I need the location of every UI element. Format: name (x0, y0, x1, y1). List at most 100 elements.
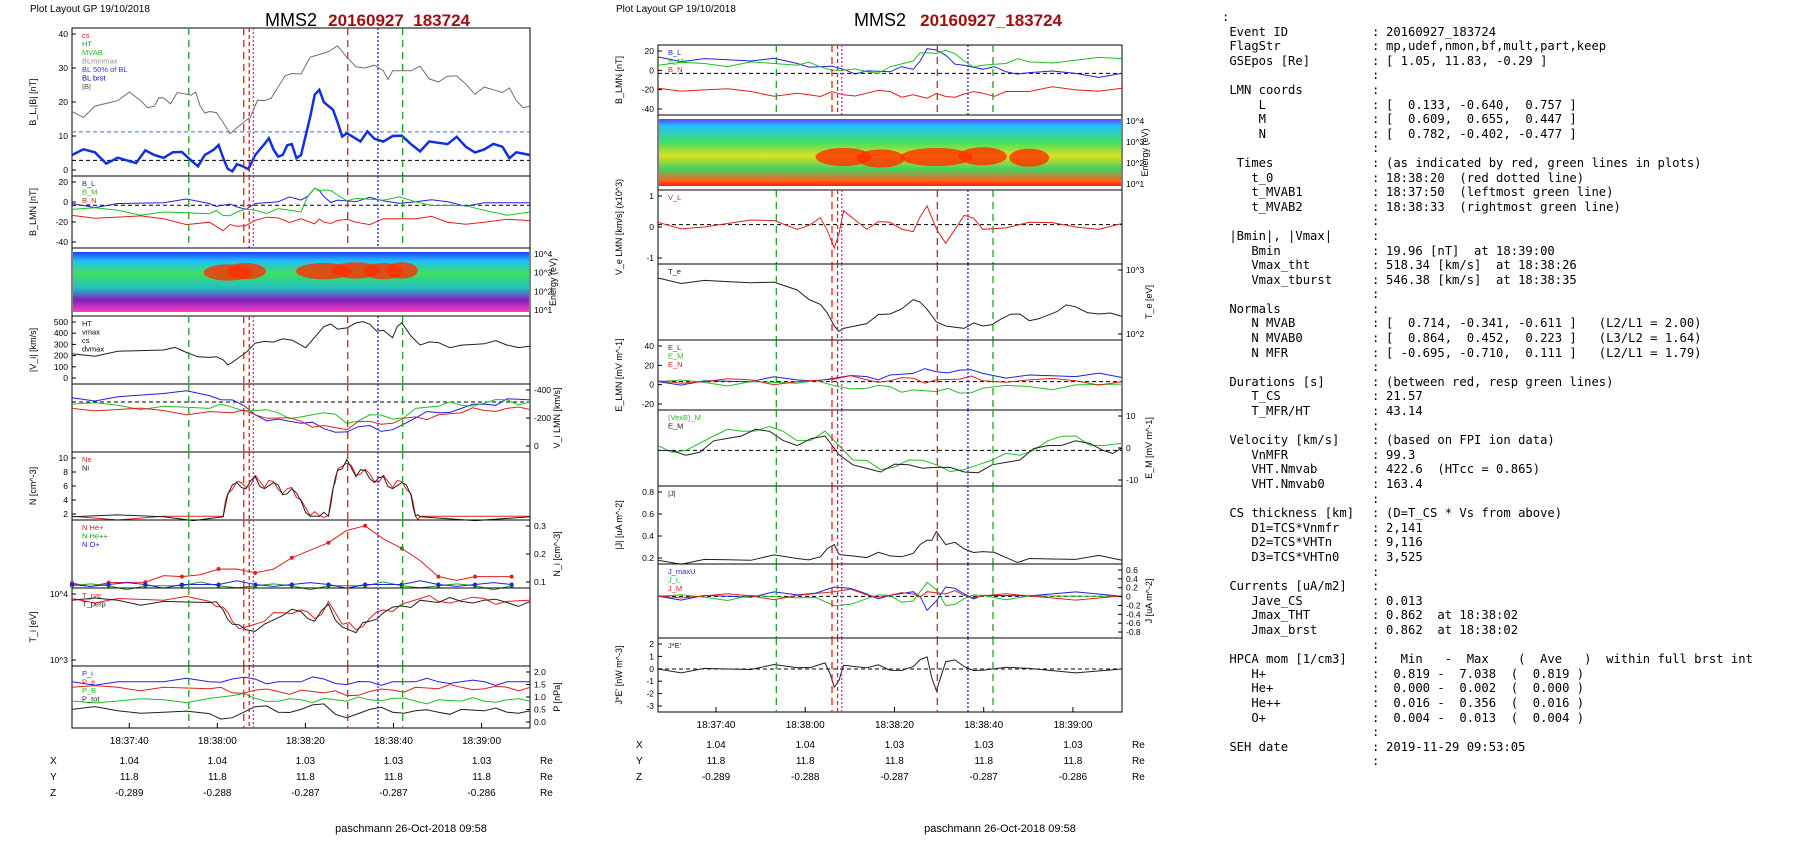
info-colon: : (1372, 272, 1380, 287)
info-row: Jave_CS:0.013 (1222, 594, 1802, 609)
info-colon: : (1372, 535, 1380, 550)
right-panel-6-series-1 (657, 425, 1123, 473)
right-panel-8-series-2 (657, 581, 1123, 607)
info-leading-colon: : (1222, 10, 1230, 24)
info-row: Bmin:19.96 [nT] at 18:39:00 (1222, 244, 1802, 259)
left-panel-1-ytick-2: 10 (59, 131, 69, 141)
info-key (1222, 360, 1372, 375)
right-panel-1-series-2 (657, 49, 1123, 74)
left-panel-9-ytick-4: 1.5 (534, 680, 546, 690)
info-key: He++ (1222, 695, 1281, 710)
left-panel-8-legend-2: T_perp (82, 600, 106, 609)
info-row: D3=TCS*VHTn0:3,525 (1222, 550, 1802, 565)
left-ephem-Z-value-5: -0.286 (467, 788, 496, 799)
left-panel-1-legend-7: |B| (82, 82, 91, 91)
left-panel-4-ytick-5: 400 (54, 328, 68, 338)
left-panel-6-legend-2: Ni (82, 464, 89, 473)
info-row: : (1222, 419, 1802, 434)
left-panel-9-series-4 (71, 703, 531, 720)
right-ephem-Z-value-3: -0.287 (880, 772, 909, 783)
left-panel-3-ytick-4: 10^4 (534, 249, 552, 259)
info-row: LMN coords: (1222, 83, 1802, 98)
left-panel-9-ytick-2: 0.5 (534, 705, 546, 715)
info-row: O+: 0.004 - 0.013 ( 0.004 ) (1222, 711, 1802, 726)
left-panel-4-ytick-1: 0 (63, 373, 68, 383)
info-key: Vmax_tburst (1222, 272, 1333, 287)
right-ephem-X-value-5: 1.03 (1063, 740, 1083, 751)
left-panel-5-series-2 (71, 398, 531, 424)
left-panel-6-ytick-2: 4 (63, 495, 68, 505)
left-ephem-X-value-4: 1.03 (384, 756, 404, 767)
right-panel-6-ytick-3: 10 (1126, 411, 1136, 421)
info-colon: : (1372, 506, 1380, 521)
left-panel-8-ytick-2: 10^4 (50, 589, 68, 599)
info-key: VHT.Nmvab (1222, 462, 1318, 477)
left-panel-4-ytick-6: 500 (54, 317, 68, 327)
right-panel-1-series-3 (657, 86, 1123, 99)
left-panel-9-ytick-3: 1.0 (534, 692, 546, 702)
right-panel-9-ytick-5: 1 (649, 651, 654, 661)
left-panel-2-legend-2: B_M (82, 188, 97, 197)
left-panel-7-point-1-5 (216, 567, 221, 572)
info-key (1222, 638, 1372, 653)
info-row: : (1222, 287, 1802, 302)
left-panel-7-point-3-4 (179, 582, 184, 587)
left-panel-4-ytick-3: 200 (54, 351, 68, 361)
left-panel-3-ytick-3: 10^3 (534, 268, 552, 278)
right-ephem-Y-value-4: 11.8 (974, 756, 993, 767)
info-key: CS thickness [km] (1222, 506, 1355, 521)
info-colon: : (1372, 447, 1380, 462)
info-colon: : (1372, 579, 1380, 594)
left-panel-7-point-1-12 (473, 574, 478, 579)
left-panel-7-point-3-7 (289, 582, 294, 587)
info-value: 0.000 - 0.002 ( 0.000 ) (1386, 681, 1585, 696)
left-panel-4-ylabel: |V_i| [km/s] (28, 328, 38, 372)
right-ephem-X-label: X (636, 740, 643, 751)
info-key: Bmin (1222, 243, 1281, 258)
info-value: 0.016 - 0.356 ( 0.016 ) (1386, 695, 1585, 710)
info-key: Jave_CS (1222, 593, 1303, 608)
info-row: : (1222, 214, 1802, 229)
left-time-tick-1: 18:37:40 (110, 736, 149, 747)
left-panel-7-point-1-11 (436, 574, 441, 579)
info-key: T_CS (1222, 389, 1281, 404)
right-panel-8-legend-3: J_M (668, 584, 682, 593)
right-ephem-X-value-1: 1.04 (706, 740, 726, 751)
left-panel-7-point-1-4 (179, 574, 184, 579)
left-header-left: Plot Layout GP 19/10/2018 (30, 4, 150, 15)
left-panel-7-ytick-1: 0.1 (534, 577, 546, 587)
info-row: N: [ 0.782, -0.402, -0.477 ] (1222, 127, 1802, 142)
event-info-panel: : Event ID:20160927_183724 FlagStr: mp,ud… (1222, 10, 1802, 800)
left-panel-6-series-2 (71, 458, 531, 522)
right-ephem-Z-unit: Re (1132, 772, 1145, 783)
right-ephem-Y-value-5: 11.8 (1064, 756, 1083, 767)
info-row: VHT.Nmvab0:163.4 (1222, 477, 1802, 492)
right-panel-3-frame (657, 189, 1123, 265)
info-key: N MVAB (1222, 316, 1296, 331)
right-ephem-X-value-3: 1.03 (885, 740, 905, 751)
info-key: FlagStr (1222, 39, 1281, 54)
right-panel-6-ytick-1: -10 (1126, 475, 1139, 485)
left-panel-7-point-1-13 (509, 574, 514, 579)
right-ephem-Y-value-1: 11.8 (707, 756, 726, 767)
info-colon: : (1372, 185, 1380, 200)
info-colon: : (1372, 549, 1380, 564)
left-panel-2-ylabel: B_LMN [nT] (28, 188, 38, 236)
right-panel-6-legend-1: (VexB)_M (668, 413, 701, 422)
left-panel-3-spectrogram (73, 252, 529, 312)
right-ephem-Z-value-5: -0.286 (1059, 772, 1088, 783)
info-row: Vmax_tburst:546.38 [km/s] at 18:38:35 (1222, 273, 1802, 288)
right-panel-6-ylabel: E_M [mV m^-1] (1144, 417, 1154, 479)
left-panel-5-series-1 (71, 390, 531, 433)
right-panel-4-legend-1: T_e (668, 267, 681, 276)
info-row: H+: 0.819 - 7.038 ( 0.819 ) (1222, 667, 1802, 682)
right-event-id: 20160927_183724 (920, 11, 1062, 30)
info-row: Times: (as indicated by red, green lines … (1222, 156, 1802, 171)
left-panel-8-series-2 (71, 596, 531, 634)
info-key: T_MFR/HT (1222, 404, 1311, 419)
info-key: VHT.Nmvab0 (1222, 477, 1325, 491)
info-colon: : (1372, 39, 1380, 54)
right-panel-8-ylabel: J [uA m^-2] (1144, 579, 1154, 624)
info-key: t_0 (1222, 170, 1274, 185)
info-value: 18:37:50 (leftmost green line) (1386, 185, 1614, 200)
